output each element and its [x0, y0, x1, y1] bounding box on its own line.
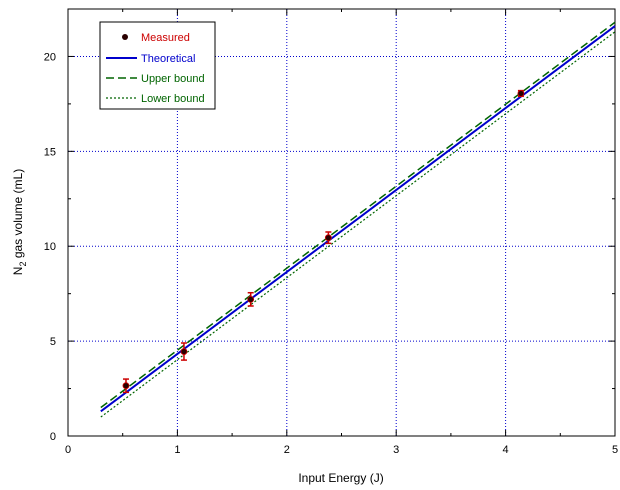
- lower-bound-line: [100, 31, 616, 418]
- upper-bound-line: [100, 21, 616, 409]
- y-axis-label: N2 gas volume (mL): [11, 169, 28, 275]
- legend-box: [99, 21, 216, 110]
- legend-lower-bound-label: Lower bound: [141, 93, 205, 105]
- grid: [68, 9, 615, 436]
- x-tick-label: 5: [612, 444, 618, 456]
- legend: Measured Theoretical Upper bound Lower b…: [99, 21, 216, 110]
- measured-point: [247, 295, 255, 303]
- measured-point: [122, 382, 130, 390]
- y-axis-label-main: N: [11, 267, 25, 276]
- x-tick-label: 0: [65, 444, 71, 456]
- axis-ticks: 0 1 2 3 4 5 0 5 10 15 20: [44, 8, 618, 456]
- measured-point: [517, 90, 525, 97]
- x-tick-label: 1: [174, 444, 180, 456]
- y-tick-label: 15: [44, 146, 56, 158]
- y-tick-label: 20: [44, 51, 56, 63]
- y-axis-label-rest: gas volume (mL): [11, 169, 25, 262]
- y-tick-label: 5: [50, 336, 56, 348]
- measured-point: [180, 348, 188, 355]
- x-axis-label: Input Energy (J): [298, 471, 383, 485]
- y-axis-label-subscript: 2: [18, 262, 28, 267]
- series-group: [100, 21, 616, 418]
- theoretical-line: [100, 25, 616, 413]
- legend-theoretical-label: Theoretical: [141, 53, 195, 65]
- legend-measured-marker: [122, 34, 128, 40]
- x-tick-label: 2: [284, 444, 290, 456]
- y-tick-label: 0: [50, 431, 56, 443]
- measured-point: [324, 234, 332, 242]
- x-tick-label: 3: [393, 444, 399, 456]
- y-tick-label: 10: [44, 241, 56, 253]
- x-tick-label: 4: [503, 444, 509, 456]
- legend-measured-label: Measured: [141, 32, 190, 44]
- legend-upper-bound-label: Upper bound: [141, 73, 205, 85]
